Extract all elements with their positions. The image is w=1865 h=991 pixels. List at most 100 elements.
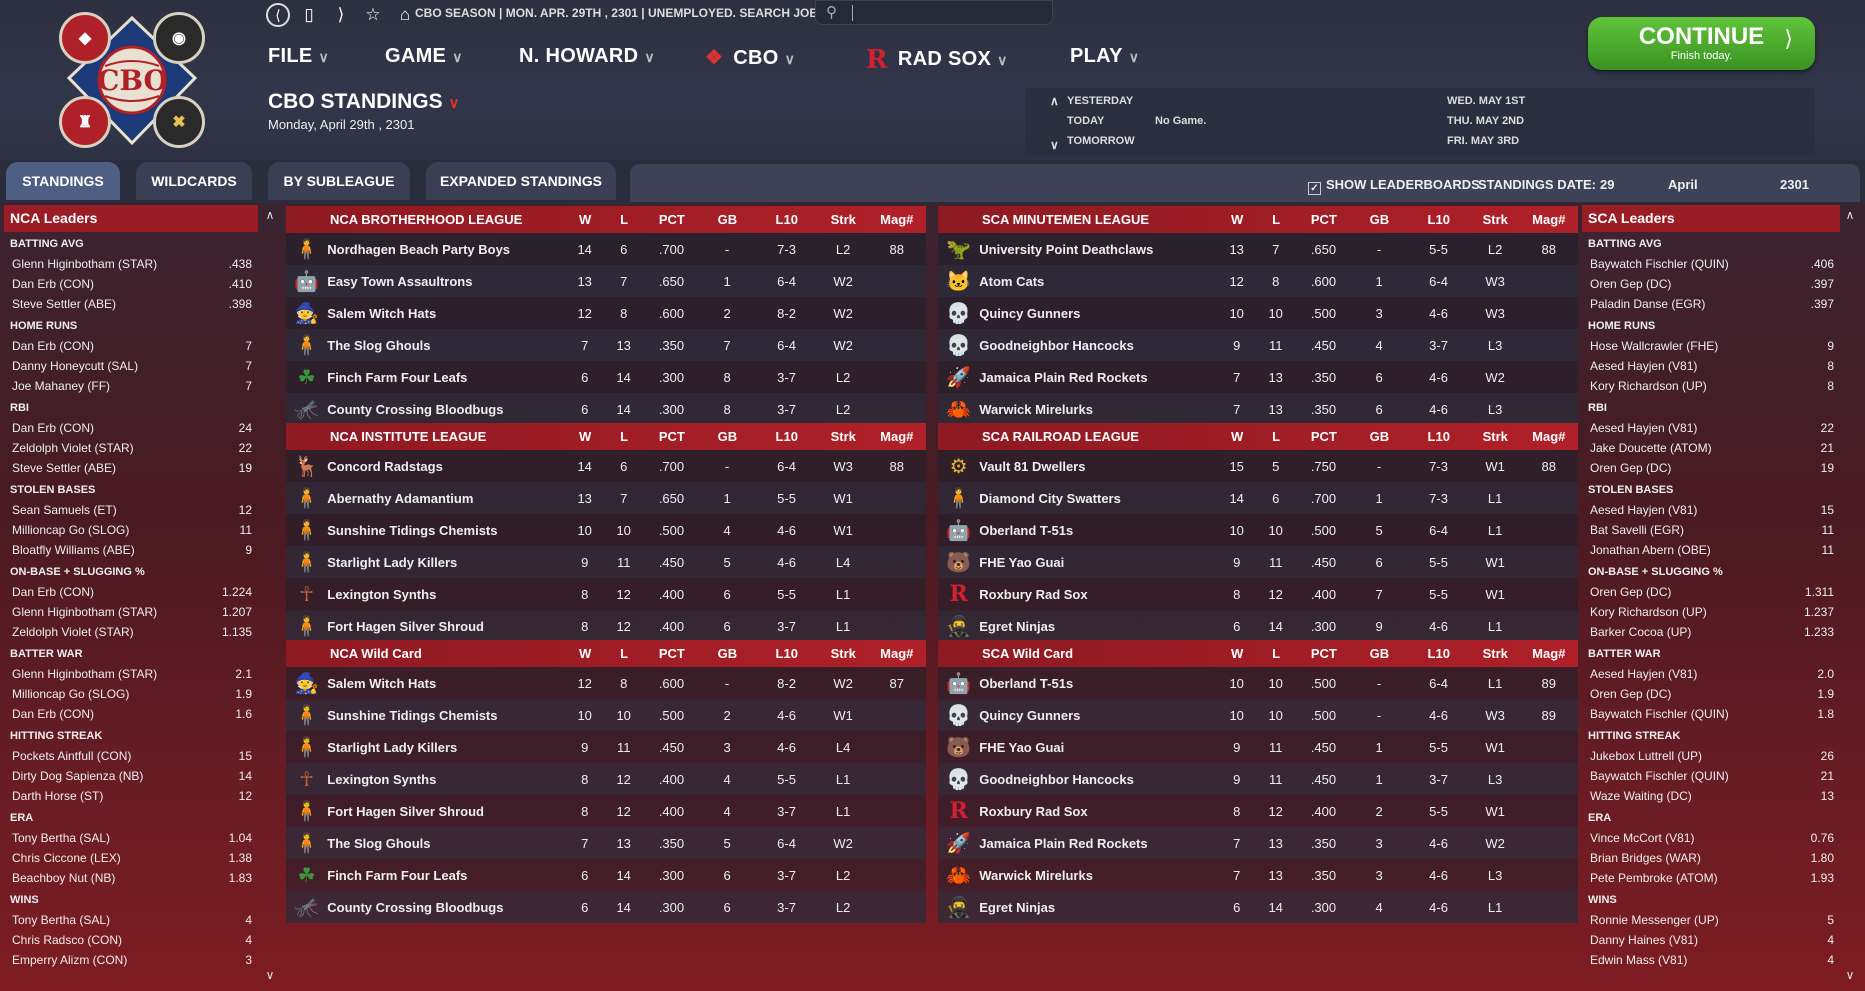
column-header-l[interactable]: L	[1272, 429, 1281, 444]
menu-game[interactable]: GAME ∨	[385, 45, 463, 67]
team-name[interactable]: Nordhagen Beach Party Boys	[327, 241, 511, 257]
team-row[interactable]: 🤖 Oberland T-51s 10 10 .500 5 6-4 L1	[938, 514, 1578, 546]
team-row[interactable]: 🚀 Jamaica Plain Red Rockets 7 13 .350 6 4-6 W2	[938, 361, 1578, 393]
column-header-l[interactable]: L	[1272, 212, 1281, 227]
leader-row[interactable]: Bat Savelli (EGR) 11	[1582, 520, 1840, 540]
column-header-pct[interactable]: PCT	[1310, 212, 1337, 227]
cal-yesterday[interactable]: YESTERDAY	[1067, 95, 1134, 107]
leader-row[interactable]: Jake Doucette (ATOM) 21	[1582, 438, 1840, 458]
team-row[interactable]: 🧍 Starlight Lady Killers 9 11 .450 3 4-6 L4	[286, 731, 926, 763]
team-name[interactable]: Starlight Lady Killers	[327, 739, 458, 755]
checkbox-icon[interactable]: ✓	[1308, 182, 1321, 195]
show-leaderboards-toggle[interactable]: ✓ SHOW LEADERBOARDS	[1308, 177, 1480, 195]
menu-play[interactable]: PLAY ∨	[1070, 45, 1140, 67]
leader-row[interactable]: Dan Erb (CON) 24	[4, 418, 258, 438]
column-header-gb[interactable]: GB	[1369, 429, 1390, 444]
team-row[interactable]: 💀 Goodneighbor Hancocks 9 11 .450 1 3-7 L3	[938, 763, 1578, 795]
tab-standings[interactable]: STANDINGS	[6, 162, 120, 200]
leader-row[interactable]: Aesed Hayjen (V81) 8	[1582, 356, 1840, 376]
team-row[interactable]: 🧍 Fort Hagen Silver Shroud 8 12 .400 6 3-7 L1	[286, 610, 926, 642]
team-name[interactable]: FHE Yao Guai	[979, 739, 1065, 755]
leader-row[interactable]: Ronnie Messenger (UP) 5	[1582, 910, 1840, 930]
column-header-magnum[interactable]: Mag#	[1532, 212, 1566, 227]
team-row[interactable]: 🥷 Egret Ninjas 6 14 .300 9 4-6 L1	[938, 610, 1578, 642]
team-name[interactable]: Finch Farm Four Leafs	[327, 369, 468, 385]
leader-row[interactable]: Aesed Hayjen (V81) 2.0	[1582, 664, 1840, 684]
column-header-l10[interactable]: L10	[1427, 646, 1450, 661]
team-name[interactable]: Oberland T-51s	[979, 522, 1074, 538]
team-row[interactable]: 💀 Goodneighbor Hancocks 9 11 .450 4 3-7 L3	[938, 329, 1578, 361]
team-row[interactable]: ☥ Lexington Synths 8 12 .400 4 5-5 L1	[286, 763, 926, 795]
leader-row[interactable]: Paladin Danse (EGR) .397	[1582, 294, 1840, 314]
leader-row[interactable]: Emperry Alizm (CON) 3	[4, 950, 258, 970]
column-header-pct[interactable]: PCT	[658, 429, 685, 444]
column-header-strk[interactable]: Strk	[1482, 429, 1508, 444]
scroll-down-icon[interactable]: ∨	[1845, 968, 1855, 982]
leader-row[interactable]: Millioncap Go (SLOG) 11	[4, 520, 258, 540]
team-name[interactable]: Fort Hagen Silver Shroud	[327, 618, 484, 634]
leader-row[interactable]: Tony Bertha (SAL) 4	[4, 910, 258, 930]
team-row[interactable]: 💀 Quincy Gunners 10 10 .500 - 4-6 W3 89	[938, 699, 1578, 731]
column-header-strk[interactable]: Strk	[830, 646, 856, 661]
team-row[interactable]: 🦌 Concord Radstags 14 6 .700 - 6-4 W3 88	[286, 450, 926, 482]
column-header-w[interactable]: W	[579, 429, 592, 444]
leader-row[interactable]: Joe Mahaney (FF) 7	[4, 376, 258, 396]
team-row[interactable]: ☘ Finch Farm Four Leafs 6 14 .300 8 3-7 L2	[286, 361, 926, 393]
leader-row[interactable]: Pete Pembroke (ATOM) 1.93	[1582, 868, 1840, 888]
scroll-up-icon[interactable]: ∧	[1845, 208, 1855, 222]
team-row[interactable]: 🧍 Starlight Lady Killers 9 11 .450 5 4-6 L4	[286, 546, 926, 578]
tab-expanded-standings[interactable]: EXPANDED STANDINGS	[426, 162, 616, 200]
team-name[interactable]: Sunshine Tidings Chemists	[327, 707, 498, 723]
calendar-up-icon[interactable]: ∧	[1050, 94, 1059, 108]
team-row[interactable]: 🥷 Egret Ninjas 6 14 .300 4 4-6 L1	[938, 891, 1578, 923]
column-header-magnum[interactable]: Mag#	[880, 646, 914, 661]
page-title[interactable]: CBO STANDINGS ∨	[268, 90, 460, 113]
cal-day-2[interactable]: THU. MAY 2ND	[1447, 115, 1525, 127]
cbo-logo[interactable]: ◆ ◉ ♜ ✖ CBO	[55, 8, 210, 153]
leader-row[interactable]: Chris Radsco (CON) 4	[4, 930, 258, 950]
column-header-l10[interactable]: L10	[1427, 429, 1450, 444]
team-name[interactable]: Atom Cats	[979, 273, 1045, 289]
leader-row[interactable]: Aesed Hayjen (V81) 15	[1582, 500, 1840, 520]
team-row[interactable]: 🧍 Fort Hagen Silver Shroud 8 12 .400 4 3-7 L1	[286, 795, 926, 827]
leader-row[interactable]: Aesed Hayjen (V81) 22	[1582, 418, 1840, 438]
leader-row[interactable]: Beachboy Nut (NB) 1.83	[4, 868, 258, 888]
leader-row[interactable]: Bloatfly Williams (ABE) 9	[4, 540, 258, 560]
team-row[interactable]: R Roxbury Rad Sox 8 12 .400 2 5-5 W1	[938, 795, 1578, 827]
column-header-magnum[interactable]: Mag#	[1532, 646, 1566, 661]
home-icon[interactable]: ⌂	[399, 5, 411, 24]
column-header-l10[interactable]: L10	[1427, 212, 1450, 227]
team-row[interactable]: 🦖 University Point Deathclaws 13 7 .650 - 5-5 L…	[938, 233, 1578, 265]
team-row[interactable]: 🐱 Atom Cats 12 8 .600 1 6-4 W3	[938, 265, 1578, 297]
column-header-l10[interactable]: L10	[775, 212, 798, 227]
scroll-up-icon[interactable]: ∧	[265, 208, 275, 222]
column-header-l[interactable]: L	[620, 212, 629, 227]
team-row[interactable]: 🐻 FHE Yao Guai 9 11 .450 1 5-5 W1	[938, 731, 1578, 763]
tab-wildcards[interactable]: WILDCARDS	[136, 162, 252, 200]
leader-row[interactable]: Jonathan Abern (OBE) 11	[1582, 540, 1840, 560]
leader-row[interactable]: Dan Erb (CON) 1.224	[4, 582, 258, 602]
back-icon[interactable]: ⟨	[266, 3, 290, 27]
team-name[interactable]: Salem Witch Hats	[327, 305, 437, 321]
team-name[interactable]: County Crossing Bloodbugs	[327, 899, 504, 915]
calendar-down-icon[interactable]: ∨	[1050, 138, 1059, 152]
leader-row[interactable]: Tony Bertha (SAL) 1.04	[4, 828, 258, 848]
team-name[interactable]: The Slog Ghouls	[327, 835, 431, 851]
leader-row[interactable]: Steve Settler (ABE) .398	[4, 294, 258, 314]
column-header-strk[interactable]: Strk	[830, 212, 856, 227]
team-name[interactable]: Goodneighbor Hancocks	[979, 771, 1134, 787]
column-header-magnum[interactable]: Mag#	[880, 212, 914, 227]
leader-row[interactable]: Edwin Mass (V81) 4	[1582, 950, 1840, 970]
team-row[interactable]: 🧍 The Slog Ghouls 7 13 .350 7 6-4 W2	[286, 329, 926, 361]
column-header-pct[interactable]: PCT	[658, 212, 685, 227]
star-icon[interactable]: ☆	[365, 5, 381, 24]
leader-row[interactable]: Waze Waiting (DC) 13	[1582, 786, 1840, 806]
team-row[interactable]: 🧙 Salem Witch Hats 12 8 .600 2 8-2 W2	[286, 297, 926, 329]
team-row[interactable]: ☥ Lexington Synths 8 12 .400 6 5-5 L1	[286, 578, 926, 610]
column-header-l10[interactable]: L10	[775, 429, 798, 444]
scroll-down-icon[interactable]: ∨	[265, 968, 275, 982]
leader-row[interactable]: Kory Richardson (UP) 8	[1582, 376, 1840, 396]
column-header-strk[interactable]: Strk	[830, 429, 856, 444]
leader-row[interactable]: Zeldolph Violet (STAR) 1.135	[4, 622, 258, 642]
column-header-pct[interactable]: PCT	[658, 646, 685, 661]
